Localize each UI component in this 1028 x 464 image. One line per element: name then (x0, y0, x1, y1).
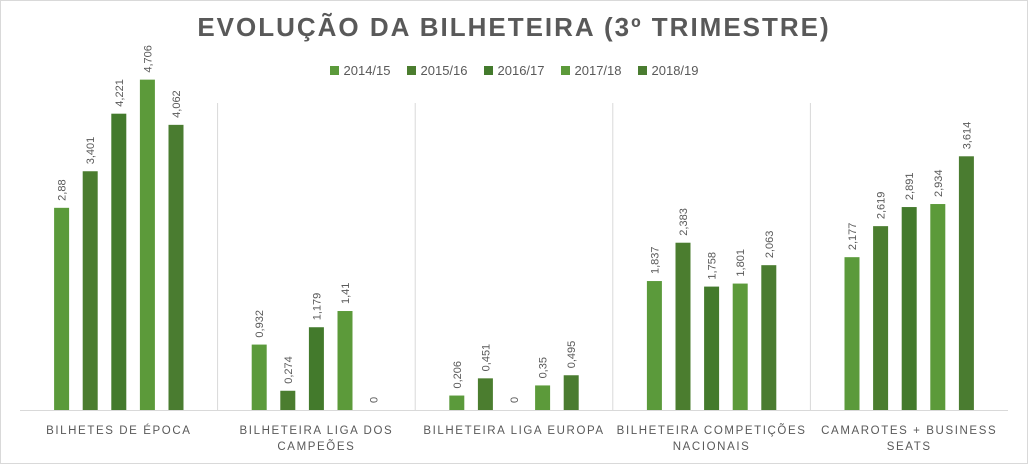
bar (168, 124, 184, 411)
bar (873, 226, 889, 410)
data-label: 3,401 (85, 137, 97, 165)
data-label: 0,274 (283, 356, 295, 384)
bar (477, 378, 493, 410)
legend-label: 2017/18 (574, 63, 622, 78)
legend-item: 2015/16 (406, 63, 468, 78)
legend-item: 2014/15 (329, 63, 391, 78)
bar (732, 283, 748, 410)
data-label: 4,062 (171, 90, 183, 118)
data-label: 4,221 (114, 79, 126, 107)
legend-label: 2015/16 (420, 63, 468, 78)
bar (930, 204, 946, 410)
data-label: 2,383 (678, 208, 690, 236)
bar (844, 257, 860, 410)
category-label: CAMAROTES + BUSINESS (821, 425, 997, 437)
data-label: 2,934 (933, 170, 945, 198)
bar (54, 207, 70, 410)
data-label: 1,837 (649, 247, 661, 275)
bar (535, 385, 551, 410)
data-label: 0,35 (538, 357, 550, 378)
legend-label: 2016/17 (497, 63, 545, 78)
bar (704, 286, 720, 410)
category-label: BILHETEIRA LIGA DOS (240, 425, 394, 437)
category-label: BILHETES DE ÉPOCA (46, 424, 191, 437)
legend-swatch (560, 66, 570, 75)
data-label: 0 (369, 397, 381, 403)
data-label: 0,451 (480, 344, 492, 372)
data-label: 0,495 (566, 341, 578, 369)
data-label: 0,932 (254, 310, 266, 338)
data-label: 0 (509, 397, 521, 403)
chart-title: EVOLUÇÃO DA BILHETEIRA (3º TRIMESTRE) (197, 12, 831, 42)
data-label: 3,614 (961, 122, 973, 150)
category-label: NACIONAIS (673, 441, 751, 453)
data-label: 2,619 (876, 192, 888, 220)
legend-item: 2018/19 (637, 63, 699, 78)
data-label: 4,706 (142, 45, 154, 73)
legend-item: 2016/17 (483, 63, 545, 78)
bar (675, 242, 691, 410)
legend-swatch (483, 66, 493, 75)
bar (308, 327, 324, 410)
legend-swatch (329, 66, 339, 75)
bar (111, 113, 127, 411)
bar (901, 207, 917, 410)
legend-swatch (637, 66, 647, 75)
bar (251, 344, 267, 410)
bar (449, 395, 465, 410)
bar (646, 281, 662, 410)
data-label: 2,88 (57, 179, 69, 200)
legend-label: 2018/19 (651, 63, 699, 78)
data-label: 1,758 (707, 252, 719, 280)
data-label: 0,206 (452, 361, 464, 389)
category-label: BILHETEIRA LIGA EUROPA (423, 425, 604, 437)
category-label: CAMPEÕES (277, 440, 355, 453)
legend-label: 2014/15 (343, 63, 391, 78)
data-label: 2,891 (904, 173, 916, 201)
chart-legend: 2014/15 2015/16 2016/17 2017/18 2018/19 (0, 63, 1028, 78)
bar (958, 156, 974, 410)
data-label: 1,179 (311, 293, 323, 321)
bar (139, 79, 155, 411)
data-label: 2,063 (764, 231, 776, 259)
data-label: 2,177 (847, 223, 859, 251)
category-label: SEATS (887, 441, 932, 453)
bar (337, 311, 353, 410)
bar (761, 265, 777, 410)
legend-swatch (406, 66, 416, 75)
bar (82, 171, 98, 410)
bar (280, 390, 296, 410)
legend-item: 2017/18 (560, 63, 622, 78)
category-label: BILHETEIRA COMPETIÇÕES (617, 424, 807, 437)
bar (563, 375, 579, 410)
data-label: 1,801 (735, 249, 747, 277)
data-label: 1,41 (340, 283, 352, 304)
